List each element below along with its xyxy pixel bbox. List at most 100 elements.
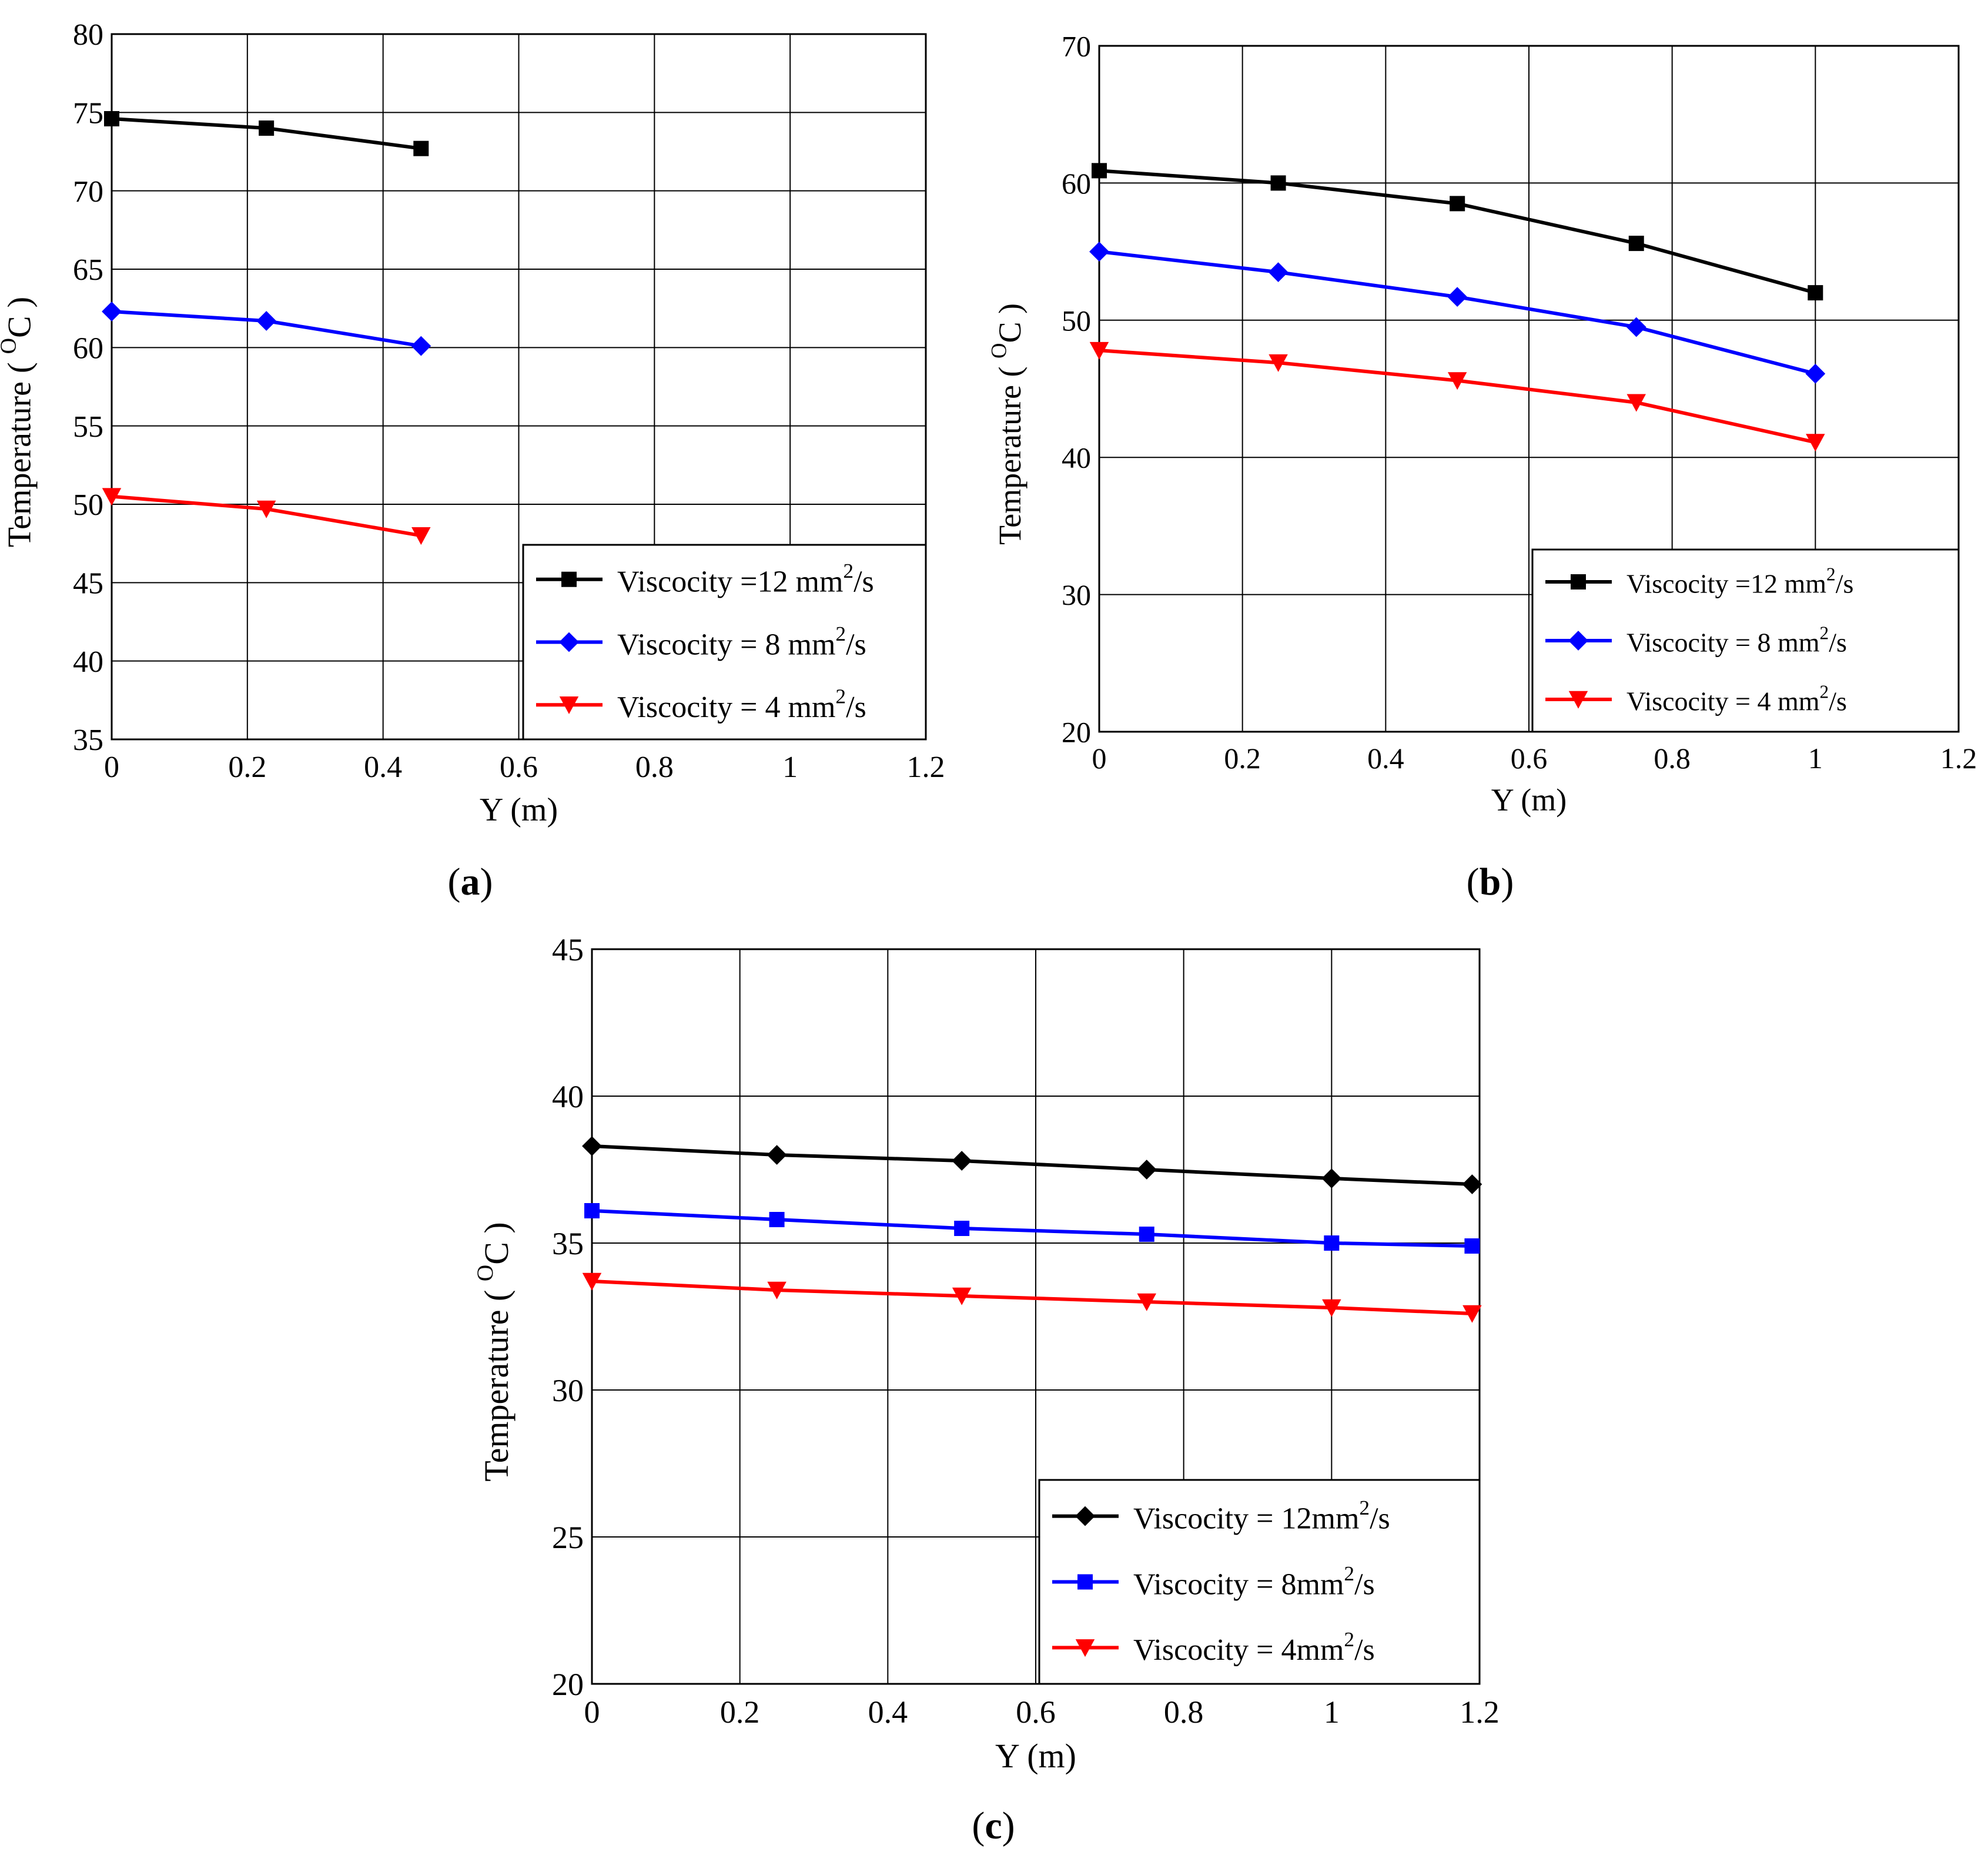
y-axis-label-text: Temperature ( xyxy=(477,1281,516,1482)
panel-label-letter: c xyxy=(985,1804,1002,1847)
plot-frame xyxy=(591,948,1481,1685)
series-line xyxy=(591,1144,1472,1186)
data-point xyxy=(1322,1299,1341,1317)
legend-label-superscript: 2 xyxy=(1826,564,1836,585)
legend-label-name: Viscocity = 4 mm xyxy=(617,691,835,724)
data-point xyxy=(1628,236,1644,252)
panel-label-b: (b) xyxy=(1467,860,1514,903)
legend-label-unit: /s xyxy=(1354,1633,1375,1667)
data-point xyxy=(1092,163,1107,179)
y-axis-unit: C ) xyxy=(477,1222,516,1265)
legend-item: Viscocity =12 mm2/s xyxy=(536,559,874,599)
legend-label-unit: /s xyxy=(1354,1567,1375,1601)
data-point xyxy=(411,336,431,356)
data-point xyxy=(584,1203,600,1218)
panel-label-letter: a xyxy=(461,860,480,903)
legend-label: Viscocity = 4 mm2/s xyxy=(1626,682,1847,716)
series-c-2 xyxy=(582,1272,1482,1323)
data-point xyxy=(411,527,431,545)
legend-marker xyxy=(1075,1639,1095,1657)
data-point xyxy=(259,120,275,136)
y-axis-label: Temperature ( OC ) xyxy=(0,297,38,547)
data-point xyxy=(1447,372,1467,390)
series-a-2 xyxy=(102,488,431,545)
data-point xyxy=(582,1136,602,1156)
chart-panel-b: 0 0.2 0.4 0.6 0.8 1 1.2 20 30 40 50 60 70 Y (m) Temper… xyxy=(987,30,1977,818)
series-a-0 xyxy=(104,111,429,156)
x-axis-label: Y (m) xyxy=(1491,782,1567,818)
legend-label-name: Viscocity = 8 mm xyxy=(1626,627,1820,657)
data-point xyxy=(1805,363,1826,384)
legend-label-unit: /s xyxy=(1829,627,1847,657)
x-tick-label: 0.4 xyxy=(364,751,402,784)
y-axis-label-text: Temperature ( xyxy=(992,359,1028,545)
y-axis-unit-superscript: O xyxy=(0,338,21,354)
series-line xyxy=(1099,250,1816,376)
legend-label-unit: /s xyxy=(1836,568,1854,598)
y-axis-label-text: Temperature ( xyxy=(2,354,38,547)
y-axis-unit-superscript: O xyxy=(987,343,1011,359)
data-point xyxy=(1447,287,1468,307)
data-point xyxy=(1089,242,1109,262)
y-tick-label: 75 xyxy=(73,97,103,130)
y-tick-label: 70 xyxy=(1062,30,1091,63)
legend-item: Viscocity = 8 mm2/s xyxy=(1545,623,1847,657)
y-tick-label: 25 xyxy=(552,1520,584,1555)
x-tick-label: 0.2 xyxy=(228,751,266,784)
data-point xyxy=(952,1151,972,1171)
data-point xyxy=(952,1287,972,1305)
y-tick-label: 45 xyxy=(552,932,584,967)
x-axis-label: Y (m) xyxy=(995,1737,1076,1775)
data-point xyxy=(767,1145,787,1165)
legend-label: Viscocity =12 mm2/s xyxy=(1626,564,1853,599)
legend-item: Viscocity = 4mm2/s xyxy=(1052,1627,1375,1667)
legend-marker xyxy=(1571,574,1586,589)
data-point xyxy=(1450,196,1465,212)
legend-label-name: Viscocity = 12mm xyxy=(1133,1502,1359,1535)
data-point xyxy=(1139,1227,1154,1242)
y-tick-label: 30 xyxy=(552,1373,584,1408)
legend-label-unit: /s xyxy=(854,565,874,599)
y-tick-label: 55 xyxy=(73,410,103,444)
legend-label-unit: /s xyxy=(1370,1502,1390,1535)
x-tick-label: 0.2 xyxy=(1224,742,1261,775)
y-tick-label: 40 xyxy=(552,1079,584,1114)
y-tick-label: 65 xyxy=(73,253,103,287)
y-tick-label: 20 xyxy=(552,1667,584,1702)
y-tick-label: 60 xyxy=(1062,167,1091,200)
legend-label-superscript: 2 xyxy=(1344,1562,1354,1585)
x-tick-label: 0.8 xyxy=(1164,1694,1204,1730)
data-point xyxy=(1268,262,1288,283)
series-line xyxy=(1099,169,1816,295)
data-point xyxy=(104,111,119,126)
y-tick-label: 35 xyxy=(73,724,103,757)
x-tick-label: 1 xyxy=(1324,1694,1340,1730)
panel-label-paren: ) xyxy=(1002,1804,1015,1847)
chart-panel-c: 0 0.2 0.4 0.6 0.8 1 1.2 20 25 30 35 40 45 Y (m) Temper… xyxy=(472,932,1500,1775)
data-point xyxy=(102,488,122,506)
legend-marker xyxy=(559,696,579,715)
data-point xyxy=(1324,1235,1340,1251)
y-axis-unit: C ) xyxy=(992,303,1028,343)
legend-label-name: Viscocity = 8mm xyxy=(1133,1567,1344,1601)
legend-label-name: Viscocity =12 mm xyxy=(1626,568,1826,598)
panel-label-paren: ( xyxy=(972,1804,985,1847)
y-tick-label: 35 xyxy=(552,1226,584,1261)
data-point xyxy=(256,311,277,331)
panel-label-letter: b xyxy=(1480,860,1501,903)
x-axis-label: Y (m) xyxy=(480,792,558,828)
y-axis-unit: C ) xyxy=(2,297,38,338)
plot-frame xyxy=(1098,45,1960,733)
x-tick-label: 0.8 xyxy=(1654,742,1691,775)
data-point xyxy=(1808,285,1823,301)
x-tick-label: 0.8 xyxy=(635,751,674,784)
panel-label-paren: ( xyxy=(1467,860,1480,903)
x-tick-label: 0.6 xyxy=(500,751,538,784)
chart-panel-a: 0 0.2 0.4 0.6 0.8 1 1.2 35 40 45 50 55 60 65 70 75 80 Y (… xyxy=(0,18,945,828)
legend-label: Viscocity = 8 mm2/s xyxy=(617,622,866,661)
y-tick-label: 40 xyxy=(1062,441,1091,474)
panel-label-paren: ) xyxy=(480,860,493,903)
legend-marker xyxy=(559,632,579,652)
